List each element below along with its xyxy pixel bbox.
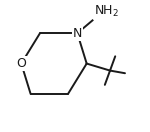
Text: NH$_2$: NH$_2$ — [94, 4, 119, 19]
Text: O: O — [16, 57, 26, 70]
Text: N: N — [73, 27, 82, 40]
